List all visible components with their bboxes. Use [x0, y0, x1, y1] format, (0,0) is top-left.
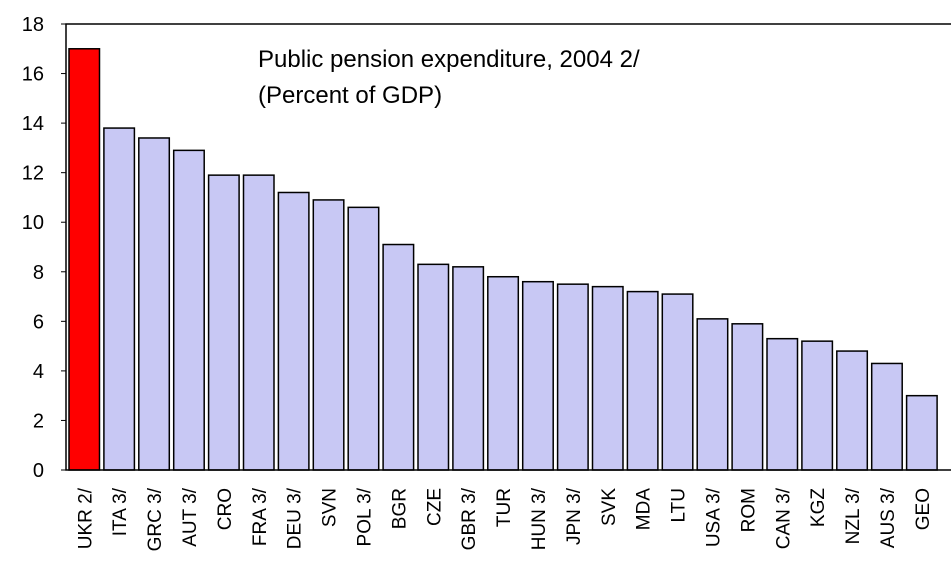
x-category-label: JPN 3/	[564, 487, 585, 545]
bar-kgz	[801, 340, 834, 471]
x-axis-labels: UKR 2/ITA 3/GRC 3/AUT 3/CRO FRA 3/DEU 3/S…	[75, 487, 934, 551]
bar-usa-3	[696, 318, 729, 471]
y-tick-label: 8	[33, 262, 44, 284]
y-tick-label: 4	[33, 361, 44, 383]
bar-bgr	[382, 243, 415, 471]
chart-title: Public pension expenditure, 2004 2/	[258, 46, 640, 73]
bar-rom	[731, 323, 764, 471]
y-tick-label: 12	[22, 163, 44, 185]
bar-ukr-2	[68, 48, 101, 471]
x-category-label: CRO	[215, 488, 236, 530]
bar-hun-3	[521, 280, 554, 471]
x-category-label: DEU 3/	[285, 487, 306, 549]
bar-geo	[905, 394, 938, 471]
x-category-label: SVN	[320, 488, 341, 527]
bar-ita-3	[103, 127, 136, 471]
x-category-label: AUT 3/	[180, 487, 201, 547]
y-tick-label: 14	[22, 113, 44, 135]
y-axis: 0 2 4 6 8 10 12 14 16 18	[22, 14, 66, 482]
bars	[68, 48, 938, 471]
x-category-label: TUR	[494, 488, 515, 527]
bar-deu-3	[277, 191, 310, 471]
bar-aut-3	[172, 149, 205, 471]
bar-mda	[626, 290, 659, 471]
bar-svk	[591, 285, 624, 471]
x-category-label: UKR 2/	[75, 487, 96, 549]
bar-cze	[417, 263, 450, 471]
bar-nzl-3	[836, 350, 869, 471]
x-category-label: LTU	[669, 488, 690, 522]
x-category-label: BGR	[389, 488, 410, 529]
x-category-label: USA 3/	[703, 487, 724, 547]
y-tick-label: 6	[33, 311, 44, 333]
y-tick-label: 2	[33, 410, 44, 432]
x-category-label: HUN 3/	[529, 487, 550, 550]
bar-aus-3	[870, 362, 903, 471]
bar-grc-3	[138, 137, 171, 471]
x-category-label: GRC 3/	[145, 487, 166, 551]
x-category-label: NZL 3/	[843, 487, 864, 544]
x-category-label: AUS 3/	[878, 487, 899, 548]
x-category-label: MDA	[634, 488, 655, 531]
x-category-label: SVK	[599, 488, 620, 526]
x-category-label: FRA 3/	[250, 487, 271, 546]
y-tick-label: 16	[22, 64, 44, 86]
bar-pol-3	[347, 206, 380, 471]
chart-subtitle: (Percent of GDP)	[258, 82, 442, 109]
x-category-label: CAN 3/	[773, 487, 794, 549]
y-tick-label: 10	[22, 212, 44, 234]
bar-ltu	[661, 293, 694, 471]
x-category-label: CZE	[424, 488, 445, 526]
y-tick-label: 0	[33, 460, 44, 482]
y-tick-label: 18	[22, 14, 44, 36]
x-category-label: KGZ	[808, 488, 829, 527]
bar-fra-3	[242, 174, 275, 471]
x-category-label: GBR 3/	[459, 487, 480, 550]
bar-jpn-3	[556, 283, 589, 471]
x-category-label: GEO	[913, 488, 934, 530]
bar-cro	[207, 174, 240, 471]
bar-tur	[487, 275, 520, 471]
bar-svn	[312, 199, 345, 471]
bar-gbr-3	[452, 266, 485, 471]
x-category-label: POL 3/	[354, 487, 375, 546]
x-category-label: ITA 3/	[110, 487, 131, 536]
plot-frame	[65, 23, 951, 471]
x-category-label: ROM	[738, 488, 759, 532]
bar-can-3	[766, 337, 799, 471]
